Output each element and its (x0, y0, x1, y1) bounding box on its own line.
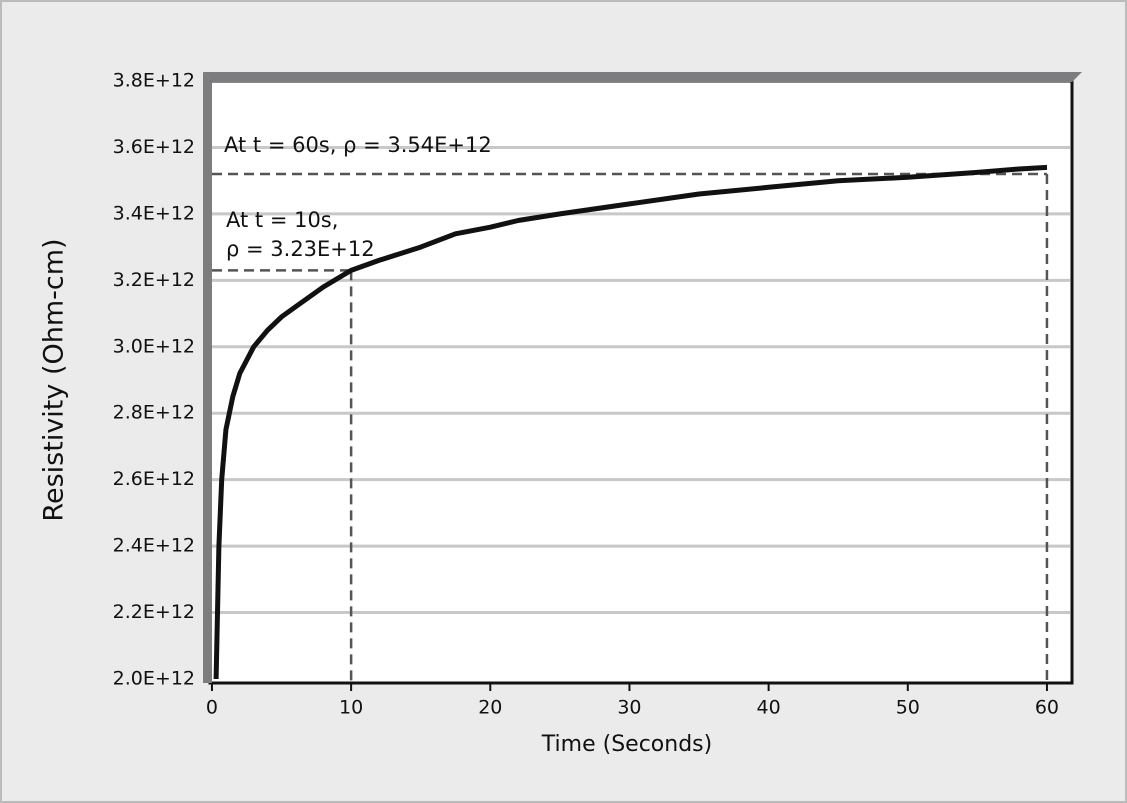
y-tick-label: 3.0E+12 (113, 335, 195, 357)
annotation: At t = 10s, (226, 208, 338, 232)
y-tick-label: 3.4E+12 (113, 202, 195, 224)
y-tick-label: 2.4E+12 (113, 535, 195, 557)
x-tick-label: 0 (206, 697, 218, 719)
y-tick-label: 2.6E+12 (113, 468, 195, 490)
data-line (213, 164, 1048, 680)
y-tick-label: 2.8E+12 (113, 402, 195, 424)
y-tick-label: 3.8E+12 (113, 70, 195, 92)
annotation: ρ = 3.23E+12 (226, 237, 375, 261)
x-tick-label: 40 (757, 697, 781, 719)
x-axis-label: Time (Seconds) (541, 732, 712, 757)
annotation: At t = 60s, ρ = 3.54E+12 (224, 133, 492, 157)
y-tick-label: 2.0E+12 (113, 668, 195, 690)
x-tick-label: 50 (896, 697, 920, 719)
y-tick-label: 3.6E+12 (113, 136, 195, 158)
x-tick-label: 10 (339, 697, 363, 719)
x-tick-label: 20 (478, 697, 502, 719)
x-tick-label: 60 (1035, 697, 1059, 719)
y-tick-label: 3.2E+12 (113, 269, 195, 291)
y-axis-label: Resistivity (Ohm-cm) (39, 238, 70, 521)
frame-top (203, 72, 1082, 82)
plot-area (208, 79, 1074, 685)
y-tick-label: 2.2E+12 (113, 601, 195, 623)
x-tick-label: 30 (617, 697, 641, 719)
frame-left (203, 72, 212, 683)
